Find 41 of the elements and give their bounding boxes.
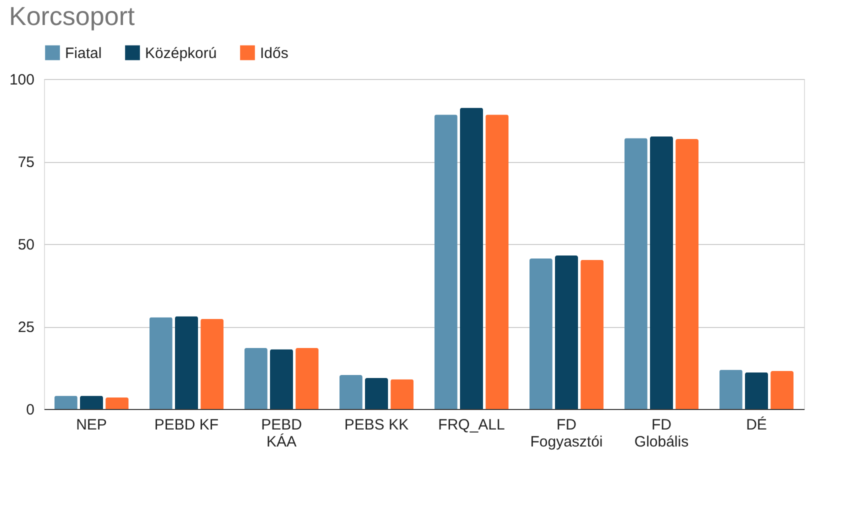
x-tick-label: FD Globális [634, 416, 689, 450]
bar [486, 114, 509, 409]
x-tick-label: PEBS KK [344, 416, 409, 434]
bar [390, 379, 414, 409]
x-tick-label: FD Fogyasztói [530, 416, 603, 450]
bar [719, 370, 742, 409]
bar [624, 138, 648, 409]
y-tick-label: 100 [9, 72, 34, 88]
chart-title: Korcsoport [8, 1, 136, 31]
bar [339, 375, 362, 409]
bar [555, 256, 578, 409]
bar [270, 349, 293, 409]
x-tick-label: NEP [76, 416, 107, 434]
legend-label: Fiatal [65, 44, 102, 62]
x-tick-label: PEBD KÁA [261, 416, 302, 450]
x-tick-label: DÉ [746, 416, 767, 434]
bar [54, 396, 78, 409]
bar [365, 378, 388, 409]
bar [175, 316, 198, 409]
bar [745, 372, 768, 409]
bar [106, 397, 129, 409]
bar [460, 108, 483, 409]
bar [650, 136, 673, 409]
bar [676, 139, 699, 409]
bar [149, 317, 172, 409]
bar [244, 348, 268, 409]
bar [296, 348, 319, 409]
bar [770, 371, 794, 409]
bar [580, 260, 604, 409]
legend-label: Középkorú [145, 44, 217, 62]
y-tick-label: 50 [18, 236, 34, 254]
bar [80, 396, 103, 409]
y-tick-label: 25 [18, 319, 34, 336]
legend-label: Idős [260, 44, 288, 62]
bar [529, 258, 552, 409]
y-tick-label: 75 [18, 154, 34, 171]
y-tick-label: 0 [26, 402, 34, 418]
x-tick-label: PEBD KF [154, 416, 219, 434]
bar [200, 318, 224, 409]
x-tick-label: FRQ_ALL [438, 416, 505, 434]
bar [434, 114, 458, 409]
